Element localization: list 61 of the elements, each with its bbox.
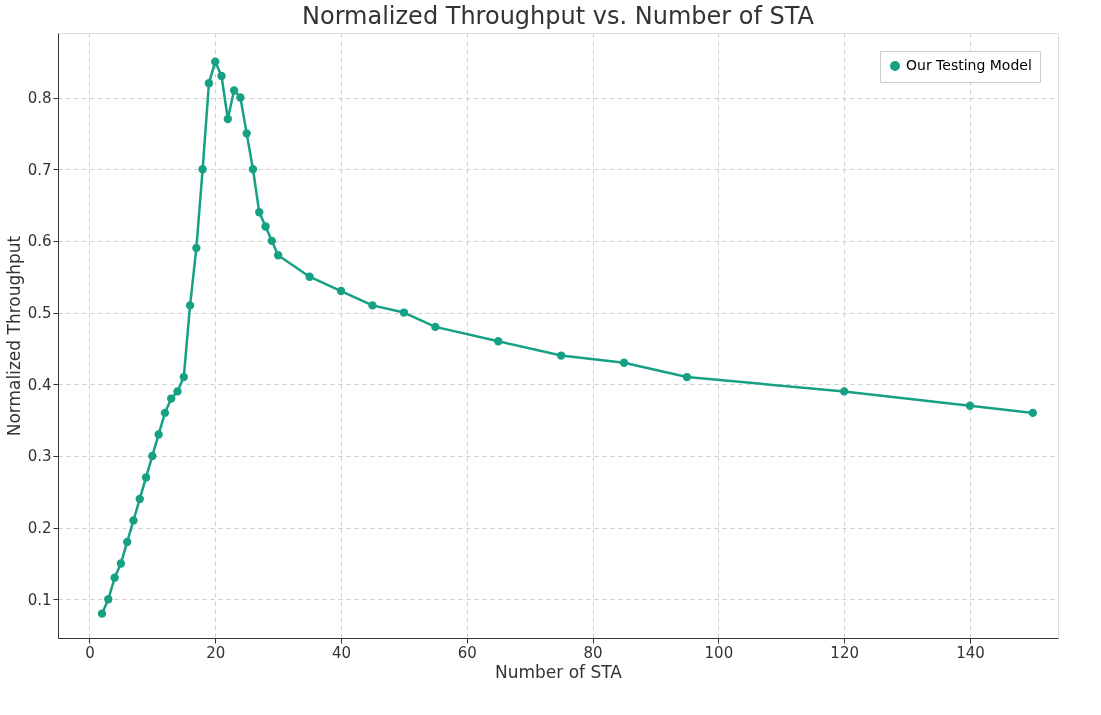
y-tick-label: 0.1 [27, 590, 52, 609]
point [204, 79, 214, 88]
point [192, 243, 201, 253]
point [248, 165, 258, 174]
point [104, 595, 113, 604]
point [154, 430, 163, 439]
y-tick-label: 0.3 [27, 447, 52, 466]
point [336, 286, 346, 296]
point [494, 337, 503, 346]
x-tick-label: 80 [583, 643, 603, 662]
y-tick-label: 0.7 [27, 160, 52, 179]
point [255, 208, 264, 217]
point [305, 272, 314, 281]
point [160, 408, 170, 418]
y-tick-label: 0.2 [27, 519, 52, 538]
point [682, 372, 692, 382]
y-tick-label: 0.8 [27, 89, 52, 108]
point [211, 57, 220, 66]
point [273, 251, 283, 260]
point [242, 129, 251, 138]
point [179, 372, 188, 382]
point [399, 308, 409, 317]
x-tick-label: 40 [331, 643, 352, 662]
point [217, 71, 226, 81]
point [839, 387, 849, 396]
point [229, 86, 239, 95]
y-tick-label: 0.6 [27, 232, 52, 251]
point [167, 394, 176, 403]
point [368, 301, 377, 310]
point [110, 573, 119, 582]
x-tick-label: 140 [956, 643, 985, 662]
chart-title: Normalized Throughput vs. Number of STA [302, 2, 815, 30]
point [261, 222, 270, 231]
point [173, 387, 182, 396]
point [267, 236, 277, 246]
point [965, 401, 975, 410]
point [619, 358, 629, 367]
y-tick-label: 0.5 [27, 304, 52, 323]
x-tick-label: 60 [457, 643, 477, 662]
point [123, 537, 132, 547]
point [141, 473, 151, 482]
point [236, 93, 245, 102]
x-tick-label: 120 [830, 643, 859, 662]
point [148, 451, 157, 461]
point [556, 351, 566, 360]
x-axis-title: Number of STA [495, 661, 623, 682]
point [185, 301, 195, 310]
y-tick-label: 0.4 [27, 375, 52, 394]
legend-label: Our Testing Model [906, 57, 1032, 73]
point [97, 609, 107, 618]
x-tick-label: 0 [85, 643, 95, 662]
point [1028, 408, 1038, 418]
point [431, 322, 440, 332]
x-tick-label: 100 [704, 643, 734, 662]
point [223, 114, 232, 124]
point [198, 165, 207, 174]
point [116, 559, 126, 568]
point [129, 516, 138, 525]
y-axis-title: Normalized Throughput [3, 235, 24, 437]
point [135, 494, 144, 504]
x-tick-label: 20 [206, 643, 226, 662]
